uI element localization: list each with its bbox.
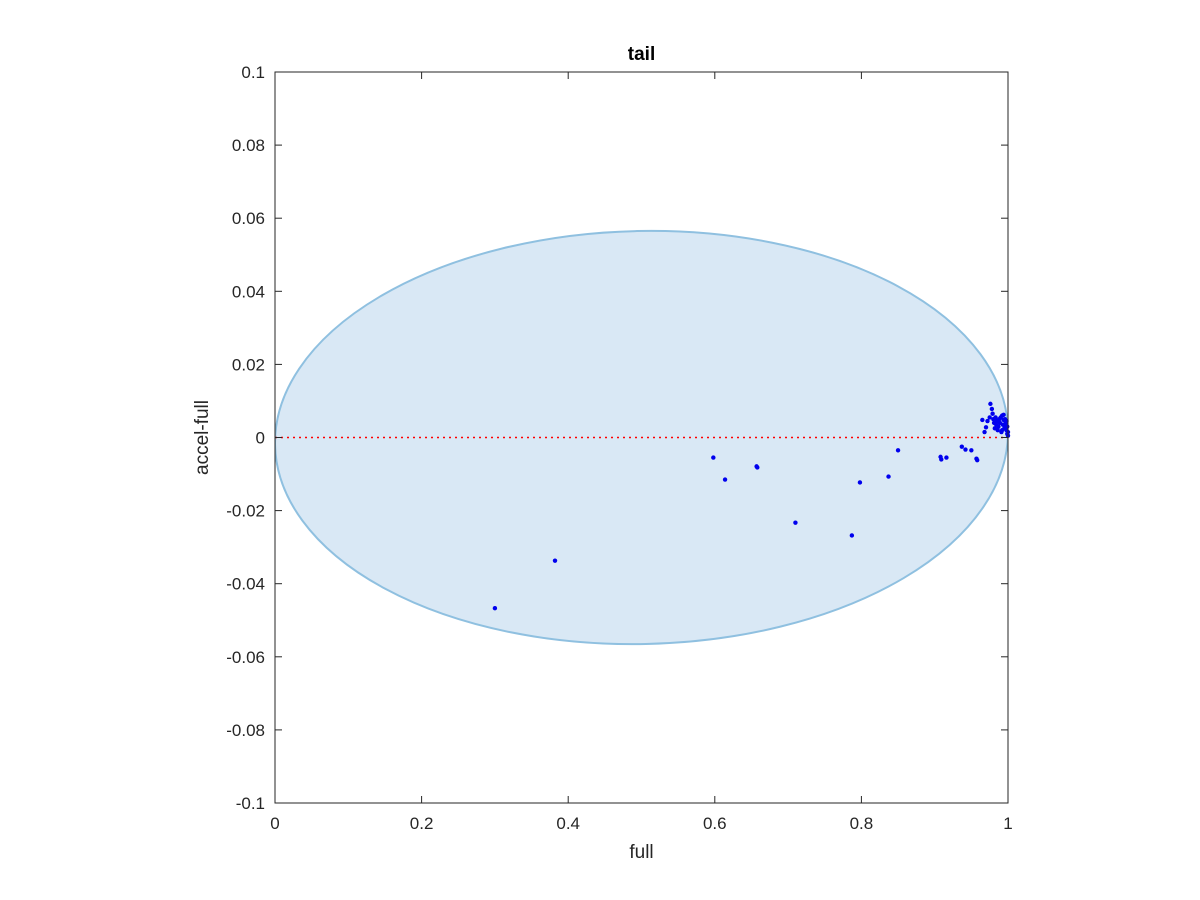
data-point [895,448,901,453]
data-point [492,605,498,611]
x-axis-label: full [629,842,653,863]
data-point [849,533,855,538]
x-tick-label: 0.6 [703,814,727,833]
data-point [939,457,944,462]
y-tick-label: -0.02 [226,502,265,521]
data-point [980,417,985,423]
data-point [963,447,968,452]
data-point [993,415,998,420]
x-tick-label: 0.4 [556,814,580,833]
y-tick-label: 0.04 [232,282,265,301]
data-point [969,448,974,453]
plot-area: 0 0.2 0.4 0.6 0.8 1 -0.1 -0.08 -0.06 -0.04 -0.02 0… [226,63,1012,833]
x-tick-label: 0.2 [410,814,434,833]
data-point [995,427,1000,433]
data-point [755,465,760,470]
y-tick-label: 0.02 [232,355,265,374]
scatter-points-layer [492,401,1011,611]
data-point [988,401,993,407]
data-point [1002,424,1008,429]
y-tick-label: -0.08 [226,721,265,740]
data-point [1001,412,1006,418]
y-tick-label: 0 [256,429,265,448]
x-tick-label: 0 [270,814,279,833]
chart-title: tail [628,44,655,65]
data-point [857,480,863,485]
data-point [711,455,716,460]
y-axis-ticks: -0.1 -0.08 -0.06 -0.04 -0.02 0 0.02 0.04 0.06 0.0… [226,63,1008,813]
data-point [959,444,965,449]
y-tick-label: 0.06 [232,209,265,228]
data-point [722,477,728,482]
y-tick-label: -0.04 [226,575,265,594]
y-axis-label: accel-full [192,400,213,475]
data-point [944,455,949,460]
data-point [990,411,995,416]
data-point [975,457,980,463]
data-point [985,418,990,424]
x-axis-ticks: 0 0.2 0.4 0.6 0.8 1 [270,72,1013,833]
data-point [996,424,1001,429]
data-point [793,520,798,525]
data-point [987,415,992,420]
data-point [886,474,891,479]
y-tick-label: 0.1 [241,63,265,82]
data-point [989,406,995,412]
y-tick-label: -0.06 [226,648,265,667]
data-point [982,429,987,435]
x-tick-label: 0.8 [850,814,874,833]
data-point [552,558,558,563]
y-tick-label: 0.08 [232,136,265,155]
data-point [983,425,989,430]
y-tick-label: -0.1 [236,794,265,813]
x-tick-label: 1 [1003,814,1012,833]
data-point [999,427,1005,433]
